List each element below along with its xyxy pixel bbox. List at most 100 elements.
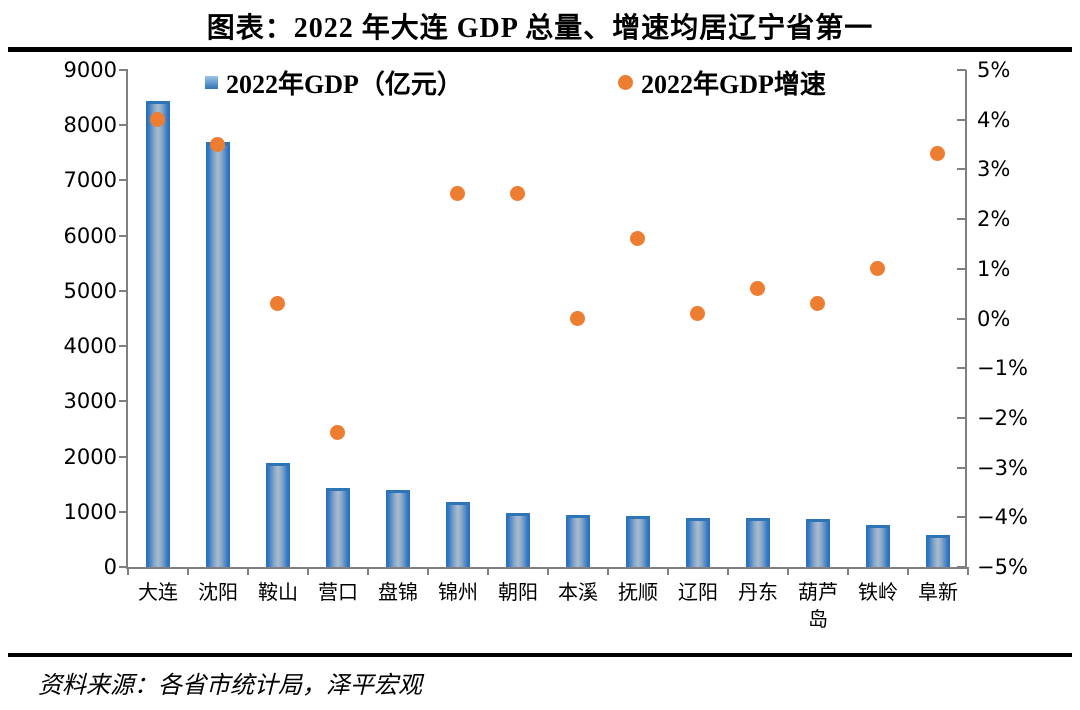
x-axis-tick <box>307 567 309 575</box>
y-axis-right-label: −5% <box>977 555 1028 579</box>
x-axis-category-label: 鞍山 <box>258 582 298 604</box>
x-axis-tick <box>427 567 429 575</box>
y-axis-right-tick <box>957 466 966 469</box>
x-axis-category-label: 营口 <box>318 582 358 604</box>
gdp-bar <box>626 516 650 567</box>
x-axis-tick <box>667 567 669 575</box>
y-axis-left-tick <box>119 400 128 403</box>
legend-circle-marker-icon <box>618 74 633 90</box>
legend-item-gdp: 2022年GDP（亿元） <box>205 66 463 99</box>
x-axis-category-label: 辽阳 <box>678 582 718 604</box>
y-axis-left-label: 0 <box>103 555 117 579</box>
y-axis-left-label: 4000 <box>63 334 117 359</box>
gdp-bar <box>326 487 350 567</box>
x-axis-category-label: 铁岭 <box>858 582 898 604</box>
x-axis-category-label: 葫芦岛 <box>798 582 838 631</box>
gdp-bar <box>746 517 770 567</box>
x-axis-category-label: 锦州 <box>438 582 478 604</box>
x-axis-category-label: 朝阳 <box>498 582 538 604</box>
y-axis-right-tick <box>957 218 966 221</box>
y-axis-right-label: 4% <box>977 107 1011 132</box>
gdp-bar <box>206 142 230 567</box>
y-axis-left-tick <box>119 179 128 182</box>
gdp-bar <box>806 519 830 567</box>
x-axis-tick <box>787 567 789 575</box>
growth-dot <box>750 280 765 296</box>
growth-dot <box>630 230 645 246</box>
gdp-bar <box>866 525 890 567</box>
y-axis-left-label: 7000 <box>63 168 117 193</box>
gdp-bar <box>266 462 290 567</box>
x-axis-tick <box>847 567 849 575</box>
growth-dot <box>930 146 945 162</box>
growth-dot <box>150 111 165 127</box>
y-axis-right-label: −3% <box>977 455 1028 480</box>
growth-dot <box>570 310 585 326</box>
y-axis-left-label: 9000 <box>63 58 117 82</box>
growth-dot <box>870 260 885 276</box>
x-axis-tick <box>607 567 609 575</box>
y-axis-right-tick <box>957 566 966 568</box>
gdp-bar <box>386 489 410 567</box>
y-axis-right-tick <box>957 516 966 519</box>
growth-dot <box>690 305 705 321</box>
y-axis-left-tick <box>119 345 128 348</box>
y-axis-left-tick <box>119 289 128 292</box>
x-axis-category-label: 盘锦 <box>378 582 418 604</box>
title-divider <box>8 47 1072 52</box>
gdp-bar <box>146 101 170 567</box>
y-axis-left-tick <box>119 510 128 513</box>
x-axis-tick <box>967 567 969 575</box>
y-axis-right-label: 5% <box>977 58 1011 82</box>
y-axis-right-tick <box>957 416 966 419</box>
x-axis-tick <box>727 567 729 575</box>
legend-gdp-label: 2022年GDP（亿元） <box>226 69 463 99</box>
y-axis-right-label: 2% <box>977 207 1011 232</box>
y-axis-left-tick <box>119 234 128 237</box>
y-axis-left-tick <box>119 124 128 127</box>
growth-dot <box>450 186 465 202</box>
y-axis-left-label: 5000 <box>63 278 117 303</box>
y-axis-left-tick <box>119 69 128 71</box>
x-axis-tick <box>367 567 369 575</box>
y-axis-left-label: 6000 <box>63 223 117 248</box>
chart-title: 图表：2022 年大连 GDP 总量、增速均居辽宁省第一 <box>206 13 874 44</box>
gdp-bar <box>506 512 530 567</box>
growth-dot <box>810 295 825 311</box>
y-axis-left-label: 8000 <box>63 113 117 138</box>
y-axis-right-tick <box>957 168 966 171</box>
y-axis-right-label: −2% <box>977 405 1028 430</box>
y-axis-left-tick <box>119 566 128 568</box>
x-axis-category-label: 沈阳 <box>198 582 238 604</box>
y-axis-left-label: 2000 <box>63 444 117 469</box>
x-axis-category-label: 丹东 <box>738 582 778 604</box>
y-axis-right-label: −4% <box>977 505 1028 530</box>
y-axis-right-tick <box>957 367 966 370</box>
y-axis-left-tick <box>119 455 128 458</box>
y-axis-left-label: 1000 <box>63 499 117 524</box>
x-axis-tick <box>547 567 549 575</box>
y-axis-right-label: 3% <box>977 157 1011 182</box>
y-axis-left <box>126 70 128 569</box>
gdp-bar <box>566 514 590 567</box>
x-axis-tick <box>907 567 909 575</box>
x-axis-tick <box>487 567 489 575</box>
footer-divider <box>8 653 1072 657</box>
x-axis-category-label: 抚顺 <box>618 582 658 604</box>
x-axis-tick <box>187 567 189 575</box>
y-axis-right-tick <box>957 118 966 121</box>
legend-square-marker-icon <box>205 75 218 89</box>
gdp-bar <box>446 501 470 567</box>
growth-dot <box>330 424 345 440</box>
legend-growth-label: 2022年GDP增速 <box>641 69 826 99</box>
y-axis-right-label: −1% <box>977 356 1028 381</box>
x-axis-tick <box>247 567 249 575</box>
growth-dot <box>510 186 525 202</box>
x-axis-category-label: 阜新 <box>918 582 958 604</box>
y-axis-right-tick <box>957 267 966 270</box>
y-axis-right-label: 0% <box>977 306 1011 331</box>
y-axis-right-label: 1% <box>977 256 1011 281</box>
y-axis-left-label: 3000 <box>63 389 117 414</box>
growth-dot <box>270 295 285 311</box>
